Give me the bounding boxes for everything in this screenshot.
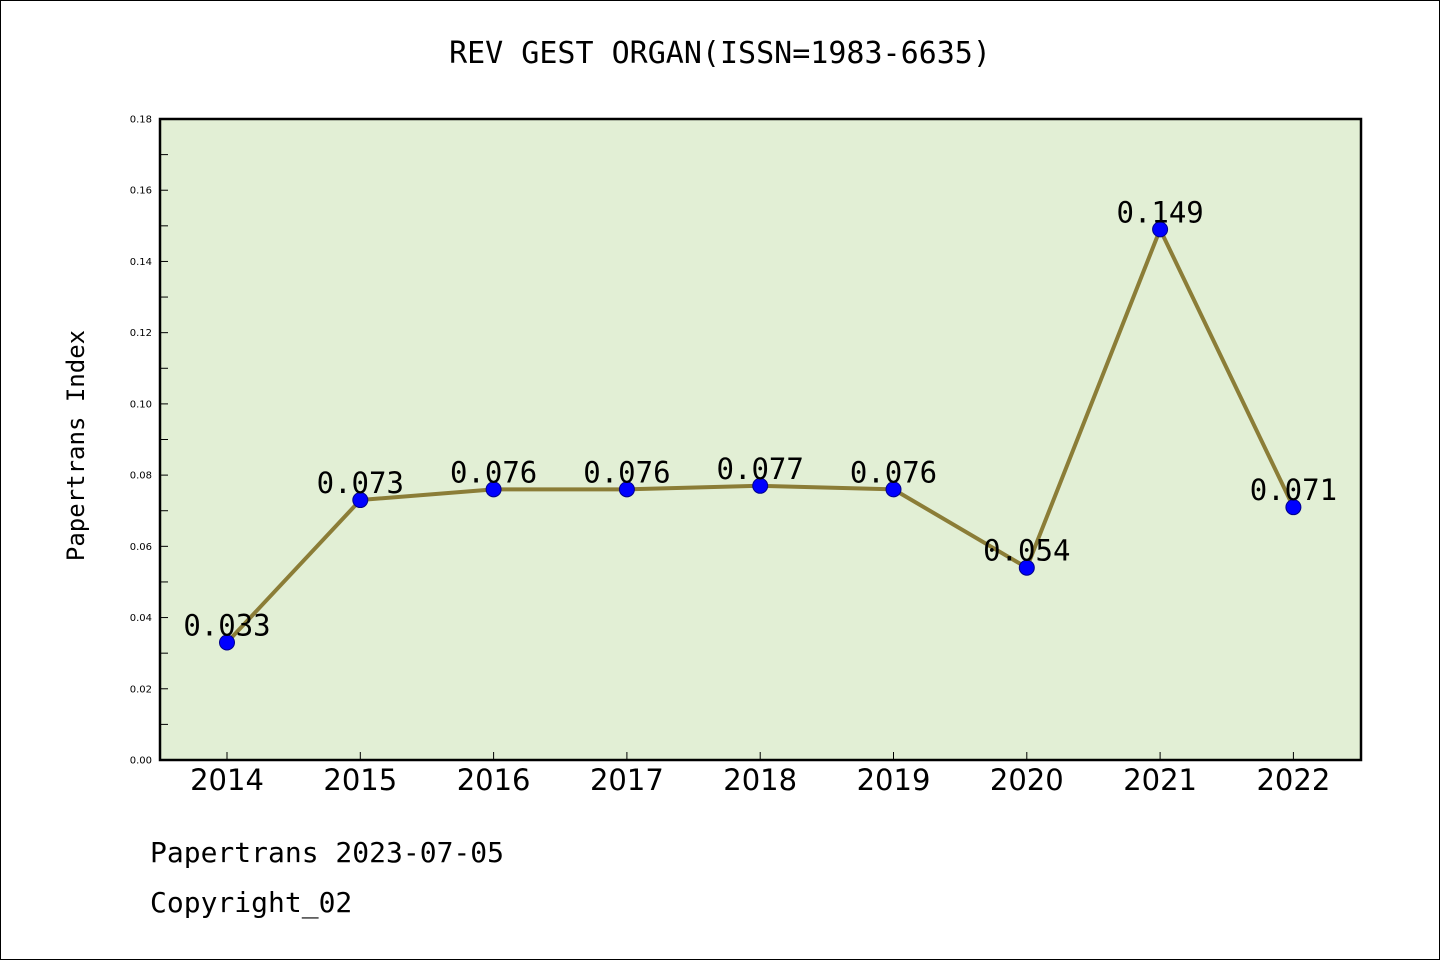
x-tick-label: 2014 (190, 763, 264, 797)
y-tick-label: 0.04 (130, 613, 152, 624)
data-label: 0.077 (717, 452, 804, 486)
data-point (219, 634, 235, 651)
data-label: 0.076 (450, 455, 537, 489)
y-tick-label: 0.14 (130, 257, 152, 268)
data-point (752, 477, 769, 494)
data-label: 0.033 (183, 608, 270, 642)
x-tick-label: 2016 (457, 763, 531, 797)
data-point (1285, 499, 1302, 516)
data-label: 0.076 (583, 455, 670, 489)
data-point (1018, 559, 1035, 576)
y-tick-label: 0.08 (130, 471, 152, 482)
y-axis-label: Papertrans Index (62, 330, 90, 561)
y-axis: 0.00 0.02 0.04 0.06 0.08 0.10 0.12 0.14 0.16 0.18 (130, 115, 168, 767)
data-label: 0.076 (850, 455, 937, 489)
data-label: 0.149 (1116, 195, 1203, 229)
y-tick-label: 0.06 (130, 542, 152, 553)
x-tick-label: 2021 (1123, 763, 1197, 797)
chart-title: REV GEST ORGAN(ISSN=1983-6635) (449, 36, 991, 71)
x-tick-label: 2018 (723, 763, 797, 797)
x-tick-label: 2019 (857, 763, 931, 797)
x-tick-label: 2015 (323, 763, 397, 797)
x-tick-label: 2020 (990, 763, 1064, 797)
footer-copyright: Copyright_02 (150, 886, 353, 919)
x-tick-label: 2022 (1256, 763, 1330, 797)
y-tick-label: 0.12 (130, 328, 152, 339)
y-tick-label: 0.02 (130, 684, 152, 695)
data-label: 0.073 (317, 466, 404, 500)
data-points (219, 221, 1302, 651)
data-point (618, 481, 635, 498)
data-label: 0.054 (983, 534, 1070, 568)
footer-date: Papertrans 2023-07-05 (150, 836, 505, 869)
data-point (885, 481, 902, 498)
data-point (352, 492, 369, 509)
y-tick-label: 0.16 (130, 186, 152, 197)
y-tick-label: 0.18 (130, 115, 152, 126)
data-point (1152, 221, 1169, 238)
y-tick-label: 0.10 (130, 399, 152, 410)
data-label: 0.071 (1250, 473, 1337, 507)
x-tick-label: 2017 (590, 763, 664, 797)
x-axis: 2014 2015 2016 2017 2018 2019 2020 2021 2022 (190, 752, 1330, 797)
data-labels: 0.033 0.073 0.076 0.076 0.077 0.076 0.054 0.149… (183, 195, 1337, 642)
data-point (485, 481, 502, 498)
y-tick-label: 0.00 (130, 756, 152, 767)
